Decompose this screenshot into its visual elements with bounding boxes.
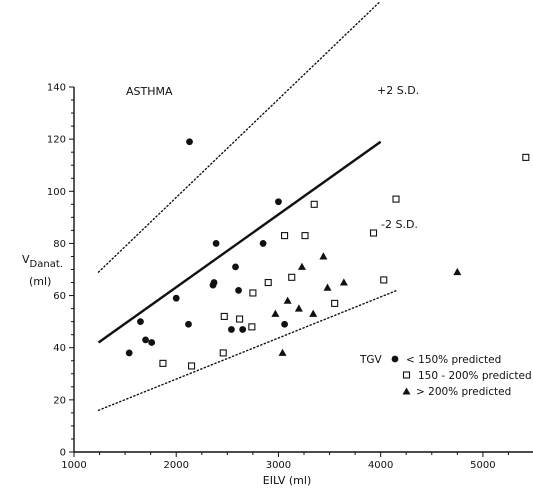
- data-point-s1-9: [210, 279, 218, 286]
- lower-limit-label: -2 S.D.: [381, 218, 418, 231]
- legend-label-series-1: < 150% predicted: [406, 354, 501, 366]
- data-point-s1-3: [142, 336, 149, 344]
- data-layer: [97, 0, 530, 411]
- legend-marker-filled-circle: [391, 355, 399, 363]
- data-point-s2-10: [288, 273, 296, 281]
- x-axis-label: EILV (ml): [263, 474, 312, 487]
- data-point-s3-3: [283, 296, 292, 304]
- data-point-s1-1: [125, 349, 133, 357]
- data-point-s2-6: [248, 323, 256, 331]
- data-point-s3-8: [323, 283, 332, 291]
- data-point-s3-1: [271, 309, 280, 317]
- data-point-s2-9: [281, 232, 289, 240]
- y-axis-label-main: V: [22, 253, 30, 266]
- data-point-s2-16: [392, 195, 400, 203]
- x-tick-label-5000: 5000: [470, 460, 495, 471]
- data-point-s3-10: [453, 267, 462, 276]
- data-point-s3-5: [297, 262, 306, 270]
- y-axis-unit: (ml): [29, 275, 51, 288]
- legend-marker-open-square: [402, 371, 411, 379]
- y-axis-label-sub: Danat.: [30, 259, 63, 270]
- x-tick-label-1000: 1000: [61, 460, 86, 471]
- x-tick-label-3000: 3000: [266, 460, 291, 471]
- data-point-s2-14: [369, 229, 378, 237]
- data-point-s3-4: [294, 304, 303, 312]
- data-point-s1-2: [137, 318, 144, 326]
- y-tick-label-100: 100: [47, 187, 66, 198]
- legend-label-series-3: > 200% predicted: [416, 386, 511, 398]
- data-point-s1-16: [275, 198, 282, 206]
- upper-limit-label: +2 S.D.: [377, 84, 419, 97]
- legend-title: TGV: [359, 354, 383, 366]
- data-point-s3-6: [309, 309, 318, 317]
- data-point-s1-13: [235, 286, 242, 294]
- data-point-s2-12: [310, 200, 318, 208]
- data-point-s2-7: [249, 289, 257, 297]
- data-point-s2-13: [331, 299, 339, 307]
- data-point-s3-2: [278, 348, 287, 356]
- data-point-s1-17: [281, 320, 288, 328]
- data-point-s1-14: [239, 326, 247, 333]
- data-point-s1-10: [212, 240, 220, 247]
- y-tick-label-80: 80: [53, 239, 66, 250]
- data-point-s1-4: [148, 339, 156, 346]
- y-tick-label-60: 60: [53, 291, 66, 302]
- data-point-s2-1: [159, 359, 167, 367]
- svg-text:VDanat.: VDanat.: [22, 253, 63, 270]
- data-point-s1-12: [232, 263, 239, 271]
- data-point-s3-7: [319, 252, 328, 260]
- regression-line: [97, 140, 382, 344]
- data-point-s2-2: [188, 362, 196, 370]
- data-point-s1-5: [172, 294, 180, 302]
- data-point-s1-11: [228, 326, 235, 333]
- data-point-s2-3: [219, 349, 227, 357]
- y-tick-label-120: 120: [47, 135, 66, 146]
- data-point-s2-11: [301, 232, 309, 240]
- x-tick-label-2000: 2000: [163, 460, 188, 471]
- data-point-s3-9: [339, 278, 348, 286]
- data-point-s1-7: [186, 138, 193, 146]
- legend: TGV < 150% predicted 150 - 200% predicte…: [359, 354, 532, 398]
- legend-label-series-2: 150 - 200% predicted: [418, 370, 532, 382]
- legend-marker-filled-triangle: [402, 387, 411, 395]
- y-tick-label-140: 140: [47, 83, 66, 94]
- data-point-s2-17: [522, 153, 530, 161]
- data-point-s1-6: [185, 320, 192, 328]
- lower-limit-line: [97, 289, 398, 411]
- data-point-s2-5: [236, 315, 244, 323]
- plot-area: 1000 2000 3000 4000 5000 0 20 40 60 80 100 120 140: [47, 83, 533, 471]
- data-point-s2-8: [264, 278, 272, 287]
- data-point-s2-15: [380, 276, 388, 284]
- data-point-s2-4: [220, 312, 228, 320]
- chart-title: ASTHMA: [126, 85, 173, 98]
- data-point-s1-15: [259, 240, 267, 247]
- x-tick-label-4000: 4000: [368, 460, 393, 471]
- y-tick-label-40: 40: [53, 343, 66, 354]
- upper-limit-line: [97, 0, 382, 273]
- y-tick-label-0: 0: [60, 448, 66, 459]
- y-tick-label-20: 20: [53, 395, 66, 406]
- y-axis-label: VDanat. (ml): [22, 253, 63, 288]
